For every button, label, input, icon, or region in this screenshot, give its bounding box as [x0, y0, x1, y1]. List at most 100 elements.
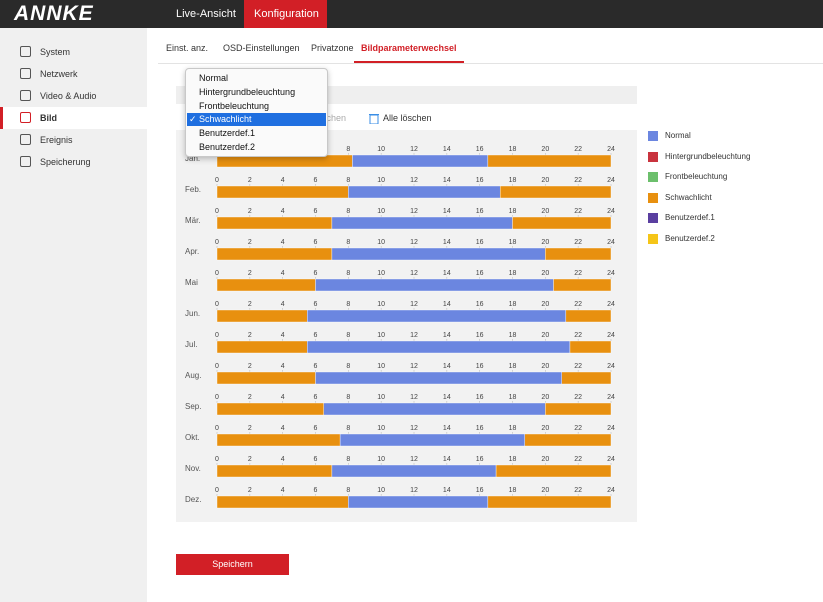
time-tick-label: 10 — [377, 425, 385, 432]
sidebar-item[interactable]: Video & Audio — [0, 85, 147, 107]
dropdown-option[interactable]: Hintergrundbeleuchtung — [187, 86, 326, 99]
time-tick-label: 16 — [476, 177, 484, 184]
time-tick-label: 4 — [281, 456, 285, 463]
month-label: Mai — [185, 278, 198, 287]
schedule-segment — [216, 402, 324, 416]
sidebar-item[interactable]: Ereignis — [0, 129, 147, 151]
time-tick-label: 2 — [248, 394, 252, 401]
time-tick-label: 16 — [476, 425, 484, 432]
time-tick-label: 12 — [410, 363, 418, 370]
time-tick-label: 18 — [509, 456, 517, 463]
sidebar-item[interactable]: Speicherung — [0, 151, 147, 173]
time-tick-label: 6 — [314, 301, 318, 308]
sidebar-item[interactable]: System — [0, 41, 147, 63]
time-tick-label: 2 — [248, 208, 252, 215]
sidebar-label: Speicherung — [40, 157, 91, 167]
schedule-segment — [565, 309, 612, 323]
legend-label: Schwachlicht — [665, 192, 712, 202]
delete-button[interactable]: Löschen — [312, 113, 347, 123]
time-tick-label: 10 — [377, 332, 385, 339]
nav-tab[interactable]: Live-Ansicht — [176, 8, 236, 20]
time-tick-label: 2 — [248, 487, 252, 494]
subtab[interactable]: OSD-Einstellungen — [223, 40, 300, 63]
subtab[interactable]: Einst. anz. — [166, 40, 208, 63]
schedule-segment — [315, 371, 562, 385]
time-tick-label: 24 — [607, 456, 615, 463]
schedule-segment — [495, 464, 612, 478]
time-tick-label: 12 — [410, 394, 418, 401]
schedule-segment — [216, 185, 349, 199]
time-tick-label: 20 — [541, 146, 549, 153]
time-tick-label: 16 — [476, 332, 484, 339]
time-tick-label: 6 — [314, 208, 318, 215]
month-label: Aug. — [185, 371, 201, 380]
time-tick-label: 12 — [410, 332, 418, 339]
time-tick-label: 14 — [443, 177, 451, 184]
subtab[interactable]: Privatzone — [311, 40, 354, 63]
time-tick-label: 14 — [443, 239, 451, 246]
time-tick-label: 24 — [607, 332, 615, 339]
sidebar-icon — [20, 156, 31, 167]
sidebar-icon — [20, 68, 31, 79]
time-tick-label: 0 — [215, 239, 219, 246]
time-tick-label: 22 — [574, 146, 582, 153]
time-tick-label: 2 — [248, 332, 252, 339]
subtab[interactable]: Bildparameterwechsel — [354, 40, 464, 63]
sidebar-item[interactable]: Bild — [0, 107, 147, 129]
legend-label: Frontbeleuchtung — [665, 172, 728, 182]
sidebar-item[interactable]: Netzwerk — [0, 63, 147, 85]
legend-swatch — [648, 213, 658, 224]
sidebar-label: Bild — [40, 113, 57, 123]
time-tick-label: 0 — [215, 270, 219, 277]
schedule-segment — [553, 278, 612, 292]
time-tick-label: 18 — [509, 394, 517, 401]
legend-label: Benutzerdef.1 — [665, 213, 715, 223]
nav-tab[interactable]: Konfiguration — [244, 0, 327, 28]
trash-icon — [369, 114, 379, 124]
dropdown-option[interactable]: Benutzerdef.1 — [187, 127, 326, 140]
dropdown-option[interactable]: Frontbeleuchtung — [187, 100, 326, 113]
schedule-segment — [216, 340, 308, 354]
dropdown-option[interactable]: Normal — [187, 72, 326, 85]
time-tick-label: 6 — [314, 332, 318, 339]
time-tick-label: 0 — [215, 208, 219, 215]
time-tick-label: 20 — [541, 425, 549, 432]
time-tick-label: 16 — [476, 270, 484, 277]
time-tick-label: 6 — [314, 394, 318, 401]
time-tick-label: 24 — [607, 177, 615, 184]
time-tick-label: 8 — [346, 487, 350, 494]
dropdown-option[interactable]: ✓ Schwachlicht — [187, 113, 326, 127]
dropdown-option[interactable]: Benutzerdef.2 — [187, 141, 326, 154]
month-label: Jul. — [185, 340, 197, 349]
time-tick-label: 20 — [541, 270, 549, 277]
time-tick-label: 20 — [541, 332, 549, 339]
time-tick-label: 2 — [248, 425, 252, 432]
time-tick-label: 18 — [509, 301, 517, 308]
time-tick-label: 12 — [410, 270, 418, 277]
time-tick-label: 4 — [281, 394, 285, 401]
time-tick-label: 18 — [509, 177, 517, 184]
check-mark: ✓ — [189, 114, 197, 125]
month-label: Jun. — [185, 309, 200, 318]
time-tick-label: 2 — [248, 301, 252, 308]
time-tick-label: 20 — [541, 487, 549, 494]
dropdown-label: Benutzerdef.2 — [199, 142, 256, 152]
time-tick-label: 10 — [377, 363, 385, 370]
time-tick-label: 6 — [314, 270, 318, 277]
time-tick-label: 20 — [541, 456, 549, 463]
time-tick-label: 22 — [574, 239, 582, 246]
legend-label: Hintergrundbeleuchtung — [665, 151, 751, 161]
time-tick-label: 24 — [607, 239, 615, 246]
time-tick-label: 16 — [476, 363, 484, 370]
time-tick-label: 8 — [346, 332, 350, 339]
time-tick-label: 8 — [346, 425, 350, 432]
time-tick-label: 12 — [410, 456, 418, 463]
save-button[interactable]: Speichern — [176, 554, 289, 575]
mode-dropdown[interactable]: Normal Hintergrundbeleuchtung Frontbeleuch… — [185, 68, 328, 157]
time-tick-label: 10 — [377, 456, 385, 463]
schedule-segment — [331, 247, 546, 261]
time-tick-label: 22 — [574, 363, 582, 370]
time-tick-label: 8 — [346, 208, 350, 215]
schedule-segment — [216, 247, 333, 261]
time-tick-label: 22 — [574, 487, 582, 494]
